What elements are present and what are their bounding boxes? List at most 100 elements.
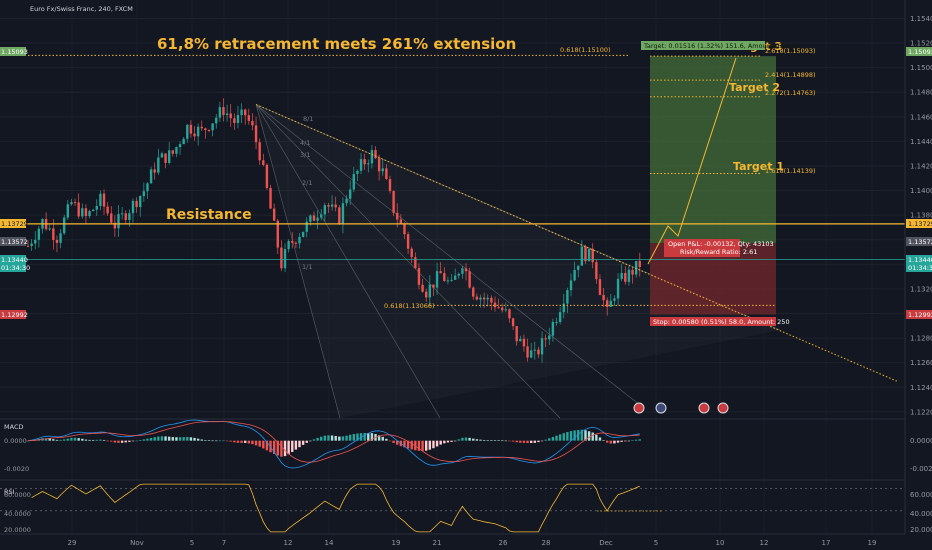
candle-body [468, 271, 471, 288]
resistance-label[interactable]: Resistance [166, 207, 252, 223]
candle-body [425, 291, 428, 298]
candle-body [555, 321, 558, 323]
news-event-icon[interactable] [655, 402, 667, 414]
price-tag-current-text: 1.13440 [908, 256, 932, 264]
rsi-tick-right: 60.0000 [910, 491, 932, 499]
candle-body [171, 150, 174, 154]
target-zone[interactable] [650, 56, 776, 244]
candle-body [634, 260, 638, 275]
candle-body [609, 300, 613, 307]
price-tag-resistance [906, 219, 932, 228]
macd-bar [501, 440, 504, 442]
macd-bar [225, 440, 229, 442]
candle-body [519, 338, 522, 342]
price-tag-resistance-left [0, 219, 26, 228]
candle-body [113, 222, 117, 229]
candle-body [309, 215, 312, 222]
candle-body [428, 284, 432, 298]
projection-path[interactable] [647, 57, 737, 265]
candle-body [482, 297, 486, 300]
fan-line [255, 104, 641, 406]
macd-bar [131, 440, 135, 442]
candle-body [157, 157, 160, 173]
candle-body [475, 296, 479, 300]
macd-bar [403, 440, 406, 448]
candle-body [200, 126, 203, 129]
candle-body [215, 117, 218, 124]
candle-body [511, 318, 515, 327]
fan-line [255, 104, 561, 419]
time-tick: 19 [392, 539, 401, 547]
candle-body [443, 273, 446, 282]
target2-label[interactable]: Target 2 [729, 81, 780, 94]
candle-body [178, 144, 182, 148]
macd-bar [59, 439, 62, 441]
macd-bar [102, 439, 106, 441]
price-tags: 1.15093 1.15093 1.13729 1.13729 1.13572 … [0, 47, 932, 319]
candle-body [153, 169, 156, 173]
macd-bar [475, 439, 479, 441]
macd-bar [66, 438, 70, 441]
candle-body [381, 168, 384, 172]
macd-bar [91, 439, 95, 441]
time-tick: 10 [716, 539, 725, 547]
macd-bar [298, 440, 301, 448]
price-tag-current-left [0, 255, 26, 272]
candle-body [508, 309, 511, 319]
candle-body [55, 239, 59, 243]
candle-body [631, 269, 634, 275]
price-tag-resistance-left-text: 1.13729 [1, 220, 28, 228]
candle-body [186, 124, 189, 139]
macd-bar [497, 440, 500, 441]
target-info-box[interactable] [641, 41, 765, 50]
price-tick: 1.12400 [910, 384, 932, 392]
downtrend-line[interactable] [255, 104, 897, 382]
candle-body [450, 279, 453, 281]
macd-tick-right: -0.0020 [910, 465, 932, 473]
fib-bottom-label: 0.618(1.13066) [384, 302, 435, 310]
macd-bar [291, 440, 294, 452]
candle-body [48, 228, 51, 230]
stop-info-box[interactable] [650, 317, 776, 326]
macd-bar [283, 440, 287, 457]
macd-bar [381, 436, 384, 441]
candle-body [247, 115, 251, 121]
price-tick: 1.13200 [910, 285, 932, 293]
candle-body [283, 249, 287, 269]
candle-body [265, 164, 269, 188]
news-event-icon[interactable] [717, 402, 729, 414]
macd-bar [215, 440, 218, 442]
macd-bar [84, 439, 88, 441]
time-axis[interactable]: 29 Nov 5 7 12 14 19 21 26 28 Dec 5 10 12 17 19 [68, 539, 877, 547]
macd-bar [363, 432, 366, 441]
macd-bar [392, 440, 395, 444]
macd-bar [464, 437, 468, 441]
candle-body [146, 183, 149, 192]
rsi-title: RSI [4, 488, 15, 496]
event-icons[interactable] [633, 402, 729, 414]
macd-bar [486, 440, 489, 441]
candle-body [236, 115, 240, 123]
macd-bar [88, 439, 91, 441]
macd-bar [258, 440, 261, 447]
fan-label: 8/1 [303, 115, 313, 123]
candle-body [464, 268, 468, 272]
candle-body [291, 241, 294, 243]
macd-bar [428, 440, 432, 450]
pnl-info-box[interactable] [664, 239, 740, 257]
macd-bar [323, 435, 327, 441]
headline-annotation[interactable]: 61,8% retracement meets 261% extension [157, 35, 516, 53]
news-event-icon[interactable] [633, 402, 645, 414]
news-event-icon[interactable] [698, 402, 710, 414]
candle-body [225, 113, 229, 116]
macd-bar [370, 433, 374, 441]
candle-body [472, 287, 475, 297]
macd-bar [479, 439, 482, 441]
target1-label[interactable]: Target 1 [733, 160, 784, 173]
candle-body [88, 211, 91, 217]
price-tag-countdown-left: 01:34:30 [1, 264, 30, 272]
candle-body [204, 128, 207, 130]
macd-bar [189, 437, 193, 441]
macd-bar [417, 440, 421, 451]
